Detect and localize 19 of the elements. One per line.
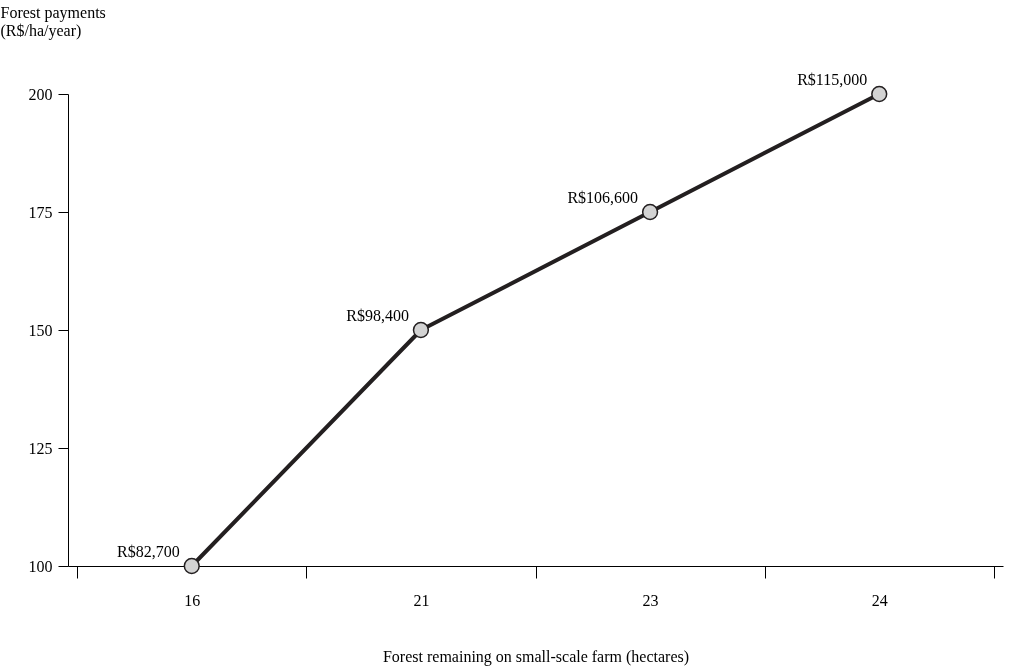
x-tick-label: 21 bbox=[413, 591, 430, 609]
x-tick-label: 24 bbox=[871, 591, 888, 609]
x-tick-label: 16 bbox=[184, 591, 201, 609]
y-tick-label: 175 bbox=[28, 203, 53, 221]
annotation: R$115,000 bbox=[797, 71, 868, 88]
point bbox=[641, 203, 659, 221]
y-tick-label: 125 bbox=[28, 439, 53, 457]
y-tick-label: 150 bbox=[28, 321, 53, 339]
annotation: R$98,400 bbox=[346, 307, 409, 324]
annotation: R$82,700 bbox=[117, 543, 180, 560]
point bbox=[183, 557, 200, 575]
y-tick-label: 100 bbox=[28, 557, 53, 575]
annotation: R$106,600 bbox=[567, 189, 639, 206]
x-axis-title: Forest remaining on small-scale farm (hectares) bbox=[382, 647, 690, 666]
point bbox=[412, 321, 430, 339]
x-tick-label: 23 bbox=[642, 591, 659, 609]
y-axis-title: Forest payments (R$/ha/year) bbox=[0, 3, 106, 40]
point bbox=[871, 85, 888, 103]
y-tick-label: 200 bbox=[28, 85, 53, 103]
